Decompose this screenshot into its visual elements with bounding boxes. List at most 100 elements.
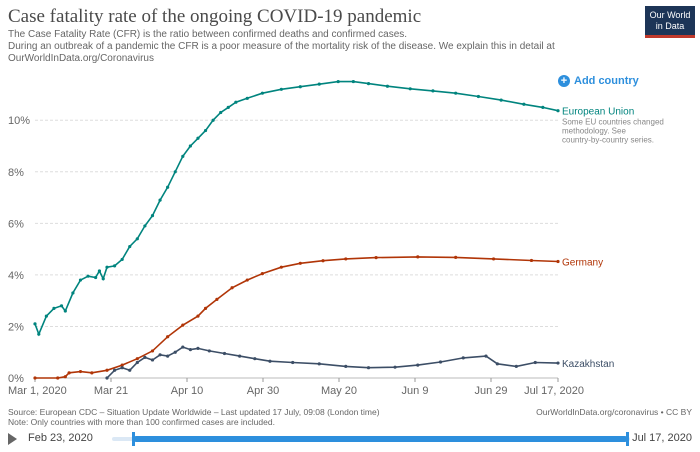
series-line (34, 80, 559, 337)
data-point (112, 264, 117, 268)
data-point (97, 269, 102, 273)
data-point (556, 259, 560, 264)
data-point (298, 261, 302, 265)
data-point (150, 358, 155, 362)
data-point (279, 87, 283, 91)
data-point (181, 323, 185, 327)
data-point (188, 144, 192, 148)
series-label: Germany (562, 257, 603, 268)
data-point (454, 91, 458, 95)
data-point (366, 82, 371, 86)
line-chart: 0% 2% 4% 6% 8% 10% Mar 1, 2020 Mar 21 Apr 10 Apr … (8, 79, 664, 397)
data-point (298, 85, 302, 89)
note-text: Note: Only countries with more than 100 … (8, 417, 275, 427)
data-point (438, 360, 443, 364)
data-point (120, 257, 124, 262)
data-point (63, 309, 67, 313)
data-point (230, 286, 234, 290)
series-note: methodology. See (562, 127, 626, 136)
data-point (78, 369, 83, 374)
data-point (431, 89, 435, 93)
data-point (491, 257, 496, 261)
logo-line: Our World (649, 10, 691, 20)
x-tick-label: Mar 1, 2020 (8, 385, 67, 397)
y-tick-label: 10% (8, 115, 30, 127)
data-point (522, 102, 526, 106)
series-line (35, 256, 559, 379)
timeline-end-date: Jul 17, 2020 (632, 432, 692, 444)
data-point (476, 94, 481, 99)
series-note: Some EU countries changed (562, 118, 664, 127)
y-tick-label: 8% (8, 167, 24, 179)
logo-line: in Data (655, 21, 685, 31)
data-point (105, 368, 109, 372)
data-point (128, 244, 132, 249)
source-url-link[interactable]: OurWorldInData.org/coronavirus • CC BY (536, 407, 692, 417)
data-point (135, 360, 139, 365)
data-point (416, 255, 420, 259)
data-point (393, 365, 397, 369)
data-point (291, 360, 295, 365)
data-point (105, 376, 109, 380)
data-point (71, 291, 75, 295)
data-point (219, 110, 223, 115)
data-point (556, 361, 560, 365)
play-icon[interactable] (8, 433, 17, 445)
data-point (351, 79, 355, 84)
footer: Source: European CDC – Situation Update … (8, 407, 380, 427)
data-point (135, 357, 139, 361)
data-point (86, 274, 90, 278)
data-point (188, 348, 192, 352)
data-point (63, 375, 67, 379)
data-point (366, 366, 371, 370)
data-point (207, 349, 211, 353)
timeline[interactable]: Feb 23, 2020 Jul 17, 2020 (8, 431, 692, 447)
x-tick-label: Mar 21 (94, 385, 128, 397)
timeline-end-handle[interactable] (626, 432, 629, 446)
data-point (514, 364, 518, 369)
data-point (78, 278, 83, 282)
plus-icon: + (558, 75, 570, 87)
data-point (245, 96, 249, 100)
data-point (105, 265, 109, 269)
data-point (336, 79, 340, 84)
data-point (499, 98, 503, 102)
data-point (203, 128, 208, 133)
x-tick-label: Jun 9 (402, 385, 429, 397)
data-point (416, 363, 420, 367)
data-point (166, 185, 170, 189)
subtitle-line: During an outbreak of a pandemic the CFR… (8, 41, 555, 52)
timeline-range[interactable] (133, 436, 628, 442)
logo-bar (645, 35, 695, 38)
add-country-button[interactable]: + Add country (558, 75, 639, 87)
data-point (173, 350, 177, 354)
data-point (260, 272, 264, 276)
data-point (120, 363, 124, 367)
data-point (408, 87, 412, 91)
data-point (90, 371, 94, 375)
data-point (321, 259, 325, 263)
data-point (234, 100, 238, 104)
data-point (166, 354, 170, 358)
data-point (484, 354, 488, 358)
data-point (211, 118, 215, 122)
data-point (556, 109, 560, 113)
data-point (215, 297, 219, 301)
data-point (101, 277, 105, 281)
data-point (44, 314, 48, 318)
data-point (238, 354, 242, 358)
subtitle-line: The Case Fatality Rate (CFR) is the rati… (8, 29, 408, 40)
data-point (158, 198, 162, 202)
timeline-start-handle[interactable] (132, 432, 135, 446)
data-point (33, 376, 37, 380)
subtitle-line: OurWorldInData.org/Coronavirus (8, 53, 154, 64)
data-point (150, 214, 155, 218)
data-point (94, 275, 98, 280)
data-point (279, 265, 283, 269)
owid-logo[interactable]: Our World in Data (645, 6, 695, 38)
data-point (166, 335, 170, 339)
data-point (385, 84, 390, 88)
x-tick-label: May 20 (321, 385, 357, 397)
data-point (120, 366, 124, 370)
data-point (461, 356, 465, 360)
